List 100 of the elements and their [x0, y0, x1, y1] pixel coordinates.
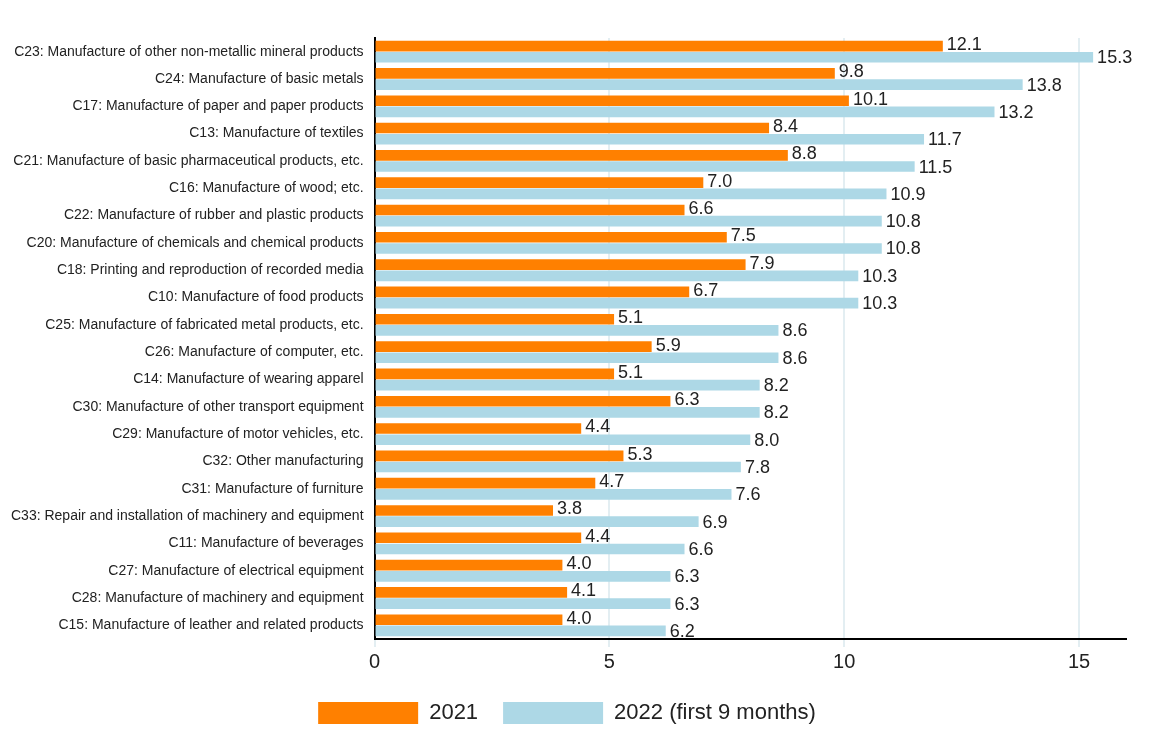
bar [375, 489, 732, 500]
bar [375, 423, 582, 434]
bar [375, 505, 554, 516]
data-label: 4.7 [599, 471, 625, 492]
data-label: 13.2 [998, 101, 1034, 122]
bar [375, 243, 882, 254]
y-tick-label: C17: Manufacture of paper and paper products [72, 97, 364, 114]
legend-label: 2021 [429, 699, 479, 725]
bar [375, 313, 615, 325]
data-label: 5.1 [618, 361, 644, 382]
y-tick-label: C14: Manufacture of wearing apparel [133, 370, 364, 387]
bar [375, 625, 666, 637]
data-label: 3.8 [557, 498, 583, 519]
y-tick-label: C20: Manufacture of chemicals and chemical products [26, 233, 364, 250]
data-label: 10.8 [885, 238, 921, 259]
x-tick-label: 15 [1067, 649, 1091, 672]
data-label: 13.8 [1026, 74, 1062, 95]
y-tick-label: C28: Manufacture of machinery and equipment [71, 588, 364, 605]
bar [375, 570, 671, 582]
bar [375, 259, 746, 270]
data-label: 7.8 [744, 457, 770, 477]
data-label: 7.6 [735, 484, 761, 505]
bar [375, 352, 779, 364]
y-tick-label: C33: Repair and installation of machinery and equipment [11, 506, 364, 523]
x-tick-label: 10 [833, 649, 856, 672]
bar [375, 215, 882, 227]
data-label: 4.4 [585, 525, 611, 546]
bar [375, 122, 770, 134]
y-tick-label: C10: Manufacture of food products [147, 288, 364, 305]
data-label: 15.3 [1097, 47, 1133, 68]
bar [375, 106, 995, 118]
bar [375, 325, 779, 336]
data-label: 10.1 [852, 88, 888, 109]
bar [375, 161, 915, 172]
y-tick-label: C25: Manufacture of fabricated metal products, etc. [45, 315, 364, 332]
bar [375, 177, 704, 188]
bar [375, 450, 624, 462]
data-label: 9.8 [838, 61, 864, 82]
data-label: 12.1 [946, 34, 982, 55]
y-tick-label: C32: Other manufacturing [202, 452, 364, 469]
data-label: 10.9 [890, 183, 926, 204]
data-label: 4.0 [566, 553, 592, 574]
bar [375, 395, 671, 407]
data-label: 5.3 [627, 443, 653, 464]
bar [375, 477, 596, 489]
data-label: 6.9 [702, 511, 728, 532]
bar [375, 133, 925, 145]
x-tick-label: 0 [368, 649, 381, 672]
y-tick-label: C27: Manufacture of electrical equipment [108, 561, 364, 578]
y-tick-label: C23: Manufacture of other non-metallic mineral products [14, 42, 364, 59]
bar [375, 598, 671, 609]
x-tick-label: 5 [603, 649, 615, 672]
bar [375, 95, 849, 107]
y-tick-label: C24: Manufacture of basic metals [155, 69, 364, 86]
data-label: 8.2 [763, 402, 789, 423]
bar [375, 286, 690, 298]
bar [375, 379, 760, 391]
bar [375, 150, 788, 161]
y-tick-label: C11: Manufacture of beverages [168, 534, 364, 551]
y-tick-label: C29: Manufacture of motor vehicles, etc. [112, 424, 364, 441]
bar [375, 188, 887, 200]
bar [375, 587, 568, 598]
data-label: 7.9 [749, 252, 775, 273]
bar [375, 68, 835, 79]
y-tick-label: C18: Printing and reproduction of recorded media [56, 261, 364, 278]
data-label: 11.7 [928, 129, 962, 150]
data-label: 6.2 [669, 620, 695, 641]
bar [375, 559, 563, 571]
data-label: 8.8 [791, 143, 817, 164]
data-label: 4.0 [566, 607, 592, 628]
data-label: 5.1 [618, 307, 644, 328]
data-label: 7.5 [730, 225, 756, 246]
bar [375, 270, 859, 282]
data-label: 7.0 [707, 170, 733, 191]
data-label: 10.8 [885, 211, 921, 232]
data-label: 8.0 [754, 429, 780, 450]
data-label: 8.2 [763, 375, 789, 396]
data-label: 6.6 [688, 197, 714, 218]
bar [375, 40, 943, 52]
bar [375, 461, 741, 473]
y-tick-label: C16: Manufacture of wood; etc. [168, 179, 364, 196]
y-tick-label: C26: Manufacture of computer, etc. [144, 343, 364, 360]
bar [375, 204, 685, 216]
data-label: 6.3 [674, 593, 700, 614]
bar [375, 297, 859, 309]
data-label: 8.6 [782, 320, 808, 341]
bar [375, 231, 727, 243]
data-label: 11.5 [918, 156, 953, 177]
bar [375, 51, 1094, 63]
data-label: 6.3 [674, 389, 700, 410]
bar [375, 341, 652, 352]
data-label: 4.1 [571, 580, 597, 601]
bar [375, 543, 685, 555]
bar [375, 516, 699, 527]
y-tick-label: C31: Manufacture of furniture [181, 479, 364, 496]
data-label: 6.7 [693, 279, 719, 300]
data-label: 6.3 [674, 566, 700, 587]
data-label: 6.6 [688, 538, 714, 559]
bar [375, 614, 563, 626]
y-tick-label: C30: Manufacture of other transport equipment [72, 397, 364, 414]
